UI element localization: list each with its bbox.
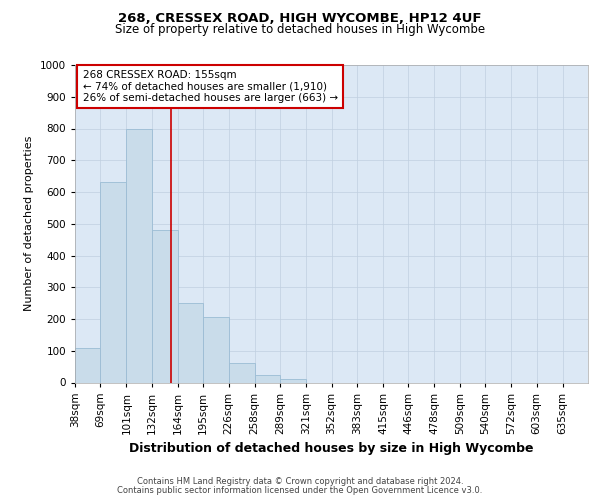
Text: 268 CRESSEX ROAD: 155sqm
← 74% of detached houses are smaller (1,910)
26% of sem: 268 CRESSEX ROAD: 155sqm ← 74% of detach… <box>83 70 338 103</box>
Bar <box>152 230 178 382</box>
X-axis label: Distribution of detached houses by size in High Wycombe: Distribution of detached houses by size … <box>129 442 534 455</box>
Y-axis label: Number of detached properties: Number of detached properties <box>24 136 34 312</box>
Bar <box>229 364 255 382</box>
Text: Contains public sector information licensed under the Open Government Licence v3: Contains public sector information licen… <box>118 486 482 495</box>
Bar <box>203 318 229 382</box>
Bar <box>127 128 152 382</box>
Bar <box>178 303 203 382</box>
Text: Contains HM Land Registry data © Crown copyright and database right 2024.: Contains HM Land Registry data © Crown c… <box>137 478 463 486</box>
Text: Size of property relative to detached houses in High Wycombe: Size of property relative to detached ho… <box>115 22 485 36</box>
Bar <box>75 348 100 382</box>
Bar <box>280 380 306 382</box>
Text: 268, CRESSEX ROAD, HIGH WYCOMBE, HP12 4UF: 268, CRESSEX ROAD, HIGH WYCOMBE, HP12 4U… <box>118 12 482 26</box>
Bar <box>100 182 127 382</box>
Bar <box>255 374 280 382</box>
